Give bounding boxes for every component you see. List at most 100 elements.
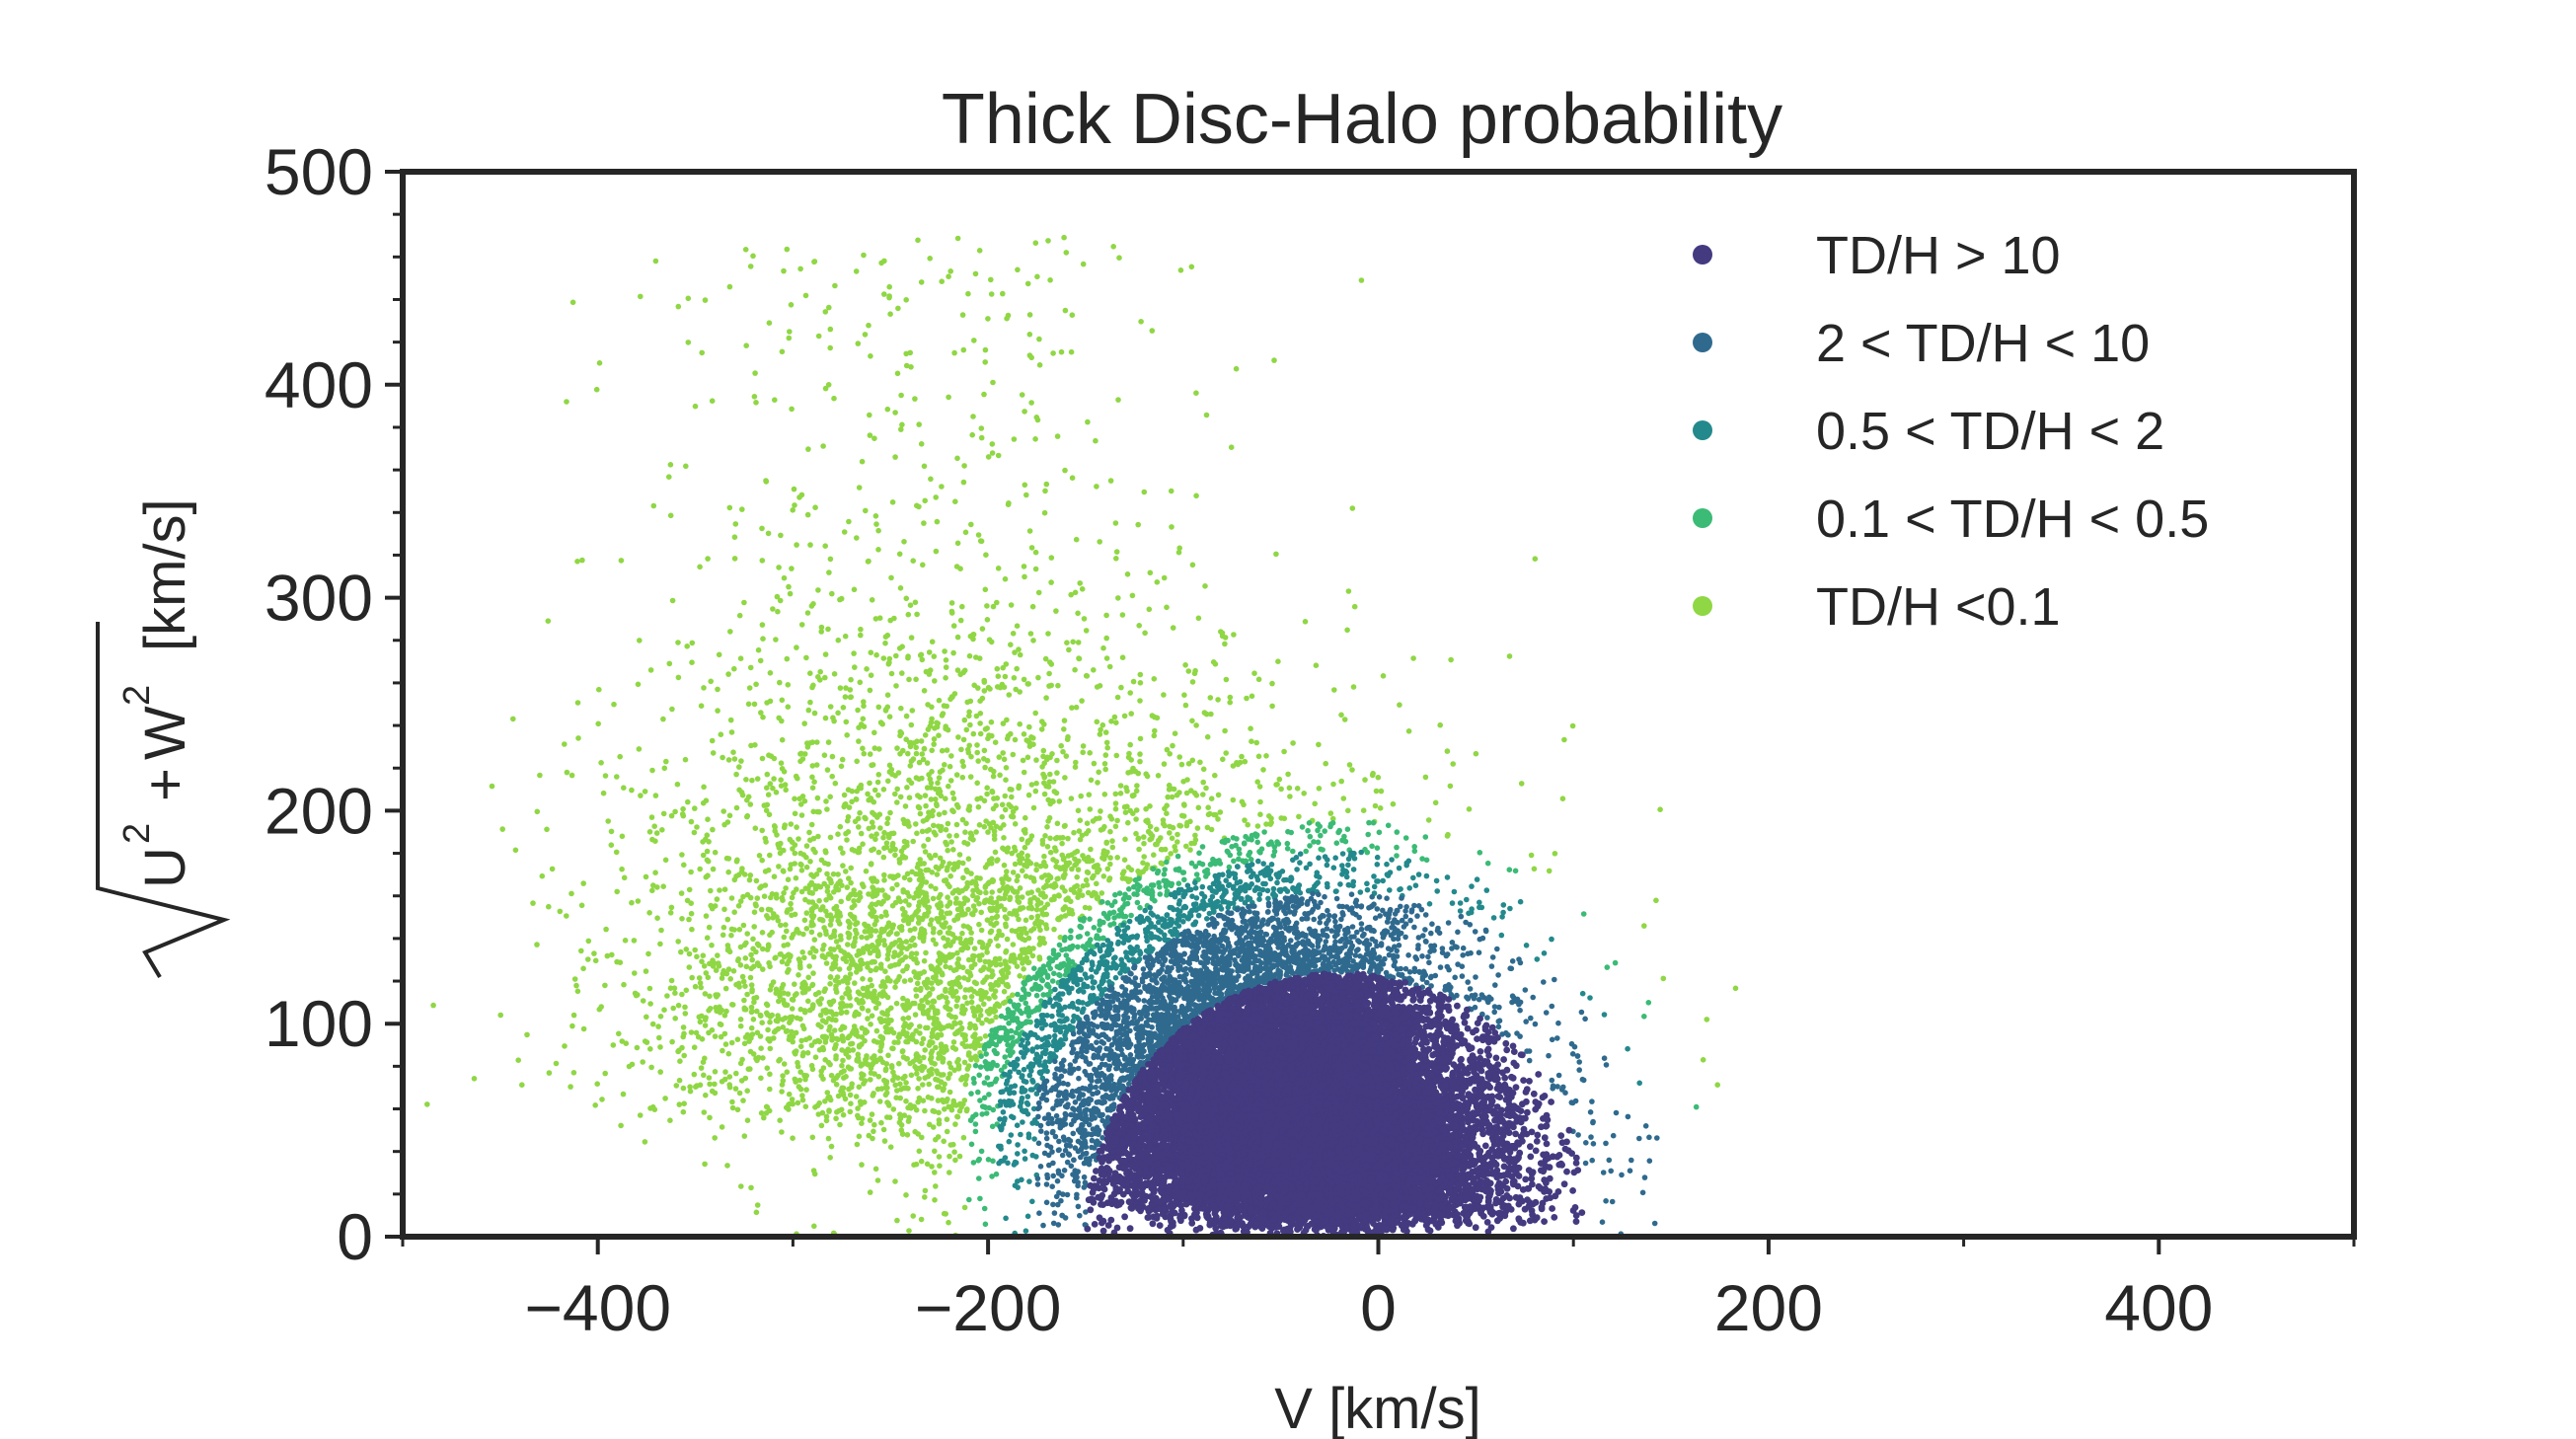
scatter-point (648, 1064, 654, 1071)
scatter-point (1255, 753, 1262, 760)
scatter-point (669, 1038, 675, 1045)
scatter-point (889, 1045, 895, 1051)
scatter-point (1022, 409, 1027, 415)
scatter-point (841, 803, 847, 810)
scatter-point (798, 492, 805, 498)
scatter-point (909, 708, 916, 714)
scatter-point (781, 990, 787, 996)
scatter-point (1248, 873, 1254, 880)
scatter-point (929, 812, 936, 819)
scatter-point (888, 670, 895, 677)
scatter-point (827, 974, 834, 980)
scatter-point (1161, 871, 1168, 877)
scatter-point (764, 771, 771, 778)
scatter-point (1077, 836, 1084, 843)
scatter-point (977, 1064, 984, 1070)
scatter-point (1318, 832, 1324, 839)
scatter-point (900, 1016, 906, 1022)
scatter-point (497, 1012, 504, 1019)
scatter-point (1088, 777, 1095, 784)
scatter-point (921, 861, 927, 867)
scatter-point (1394, 853, 1400, 859)
scatter-point (842, 694, 849, 700)
scatter-point (887, 929, 894, 936)
scatter-point (706, 1029, 712, 1036)
scatter-point (1051, 926, 1057, 933)
scatter-point (1080, 749, 1086, 756)
scatter-point (742, 955, 749, 961)
scatter-point (808, 1062, 815, 1069)
scatter-point (1657, 806, 1663, 812)
scatter-point (779, 1089, 785, 1095)
scatter-point (907, 602, 914, 608)
scatter-point (1178, 812, 1185, 819)
scatter-point (973, 882, 979, 888)
scatter-point (821, 752, 828, 758)
scatter-point (803, 843, 810, 849)
scatter-point (965, 1052, 972, 1058)
scatter-point (864, 935, 871, 941)
scatter-point (936, 697, 943, 704)
scatter-point (1012, 821, 1019, 827)
scatter-point (822, 1057, 828, 1063)
scatter-point (884, 406, 891, 413)
scatter-point (1223, 750, 1229, 756)
scatter-point (919, 1040, 925, 1047)
scatter-point (984, 725, 990, 731)
scatter-point (942, 762, 947, 768)
scatter-point (1073, 536, 1080, 543)
scatter-point (803, 910, 810, 916)
scatter-point (1164, 810, 1170, 816)
scatter-point (1174, 853, 1181, 860)
scatter-point (1128, 912, 1134, 919)
scatter-point (962, 529, 969, 536)
scatter-point (1137, 735, 1144, 742)
scatter-point (959, 758, 965, 765)
scatter-point (767, 963, 773, 970)
scatter-point (779, 1129, 785, 1135)
scatter-point (1072, 666, 1078, 673)
scatter-point (853, 796, 860, 802)
scatter-point (1151, 852, 1157, 858)
scatter-point (959, 816, 966, 823)
scatter-point (785, 704, 792, 710)
scatter-point (775, 1025, 782, 1032)
scatter-point (952, 1030, 958, 1037)
scatter-point (1131, 891, 1137, 897)
scatter-point (981, 747, 988, 754)
scatter-point (1000, 1109, 1007, 1115)
scatter-point (947, 943, 953, 948)
scatter-point (712, 1069, 719, 1075)
scatter-point (833, 989, 840, 995)
scatter-point (843, 719, 850, 725)
scatter-point (765, 915, 771, 922)
scatter-point (873, 918, 879, 924)
scatter-point (1085, 889, 1092, 896)
scatter-point (922, 732, 929, 738)
scatter-point (949, 951, 956, 958)
scatter-point (872, 892, 878, 899)
scatter-point (917, 883, 924, 890)
scatter-point (966, 713, 972, 720)
scatter-point (858, 721, 865, 727)
scatter-point (1324, 862, 1330, 869)
scatter-point (976, 822, 983, 828)
scatter-point (764, 1065, 771, 1071)
scatter-point (917, 810, 924, 817)
scatter-point (1227, 694, 1234, 701)
scatter-point (1019, 894, 1025, 900)
scatter-point (1063, 250, 1070, 256)
scatter-point (1469, 883, 1475, 889)
scatter-point (600, 790, 607, 796)
scatter-point (764, 785, 770, 791)
scatter-point (1035, 923, 1042, 930)
scatter-point (1072, 764, 1079, 770)
scatter-point (1023, 492, 1029, 498)
scatter-point (809, 981, 816, 988)
scatter-point (972, 1121, 979, 1127)
scatter-point (534, 808, 541, 815)
scatter-point (1215, 792, 1222, 798)
scatter-point (807, 542, 813, 548)
scatter-point (794, 644, 799, 650)
scatter-point (1021, 966, 1026, 972)
